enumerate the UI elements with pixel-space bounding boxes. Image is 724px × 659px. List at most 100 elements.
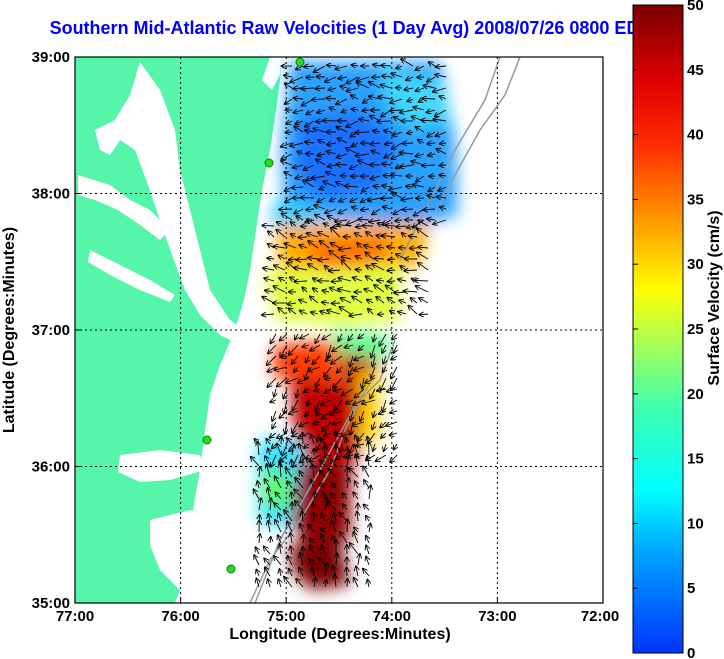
velocity-arrow — [281, 153, 293, 159]
velocity-arrow — [327, 310, 341, 315]
velocity-arrow — [408, 306, 418, 315]
rappahannock-river — [88, 250, 175, 302]
velocity-arrow — [434, 119, 447, 121]
velocity-arrow — [341, 257, 352, 259]
velocity-arrow — [366, 557, 369, 566]
map-title: Southern Mid-Atlantic Raw Velocities (1 … — [49, 18, 651, 38]
velocity-arrow — [321, 514, 325, 522]
colorbar-tick-label: 25 — [687, 321, 704, 338]
velocity-arrow — [428, 154, 436, 156]
velocity-arrow — [373, 65, 381, 67]
velocity-arrow — [391, 74, 403, 77]
velocity-arrow — [332, 484, 336, 489]
velocity-arrow — [415, 65, 425, 70]
y-tick-label: 37:00 — [32, 322, 70, 339]
velocity-arrow — [324, 433, 332, 436]
velocity-arrow — [337, 164, 348, 165]
velocity-arrow — [304, 66, 315, 67]
velocity-arrow — [254, 555, 260, 566]
velocity-arrow — [321, 534, 326, 544]
velocity-arrow — [355, 233, 363, 237]
velocity-arrow — [270, 432, 277, 438]
velocity-arrow — [287, 522, 293, 533]
velocity-arrow — [429, 62, 436, 66]
velocity-arrow — [292, 355, 299, 364]
velocity-arrow — [340, 532, 348, 544]
velocity-arrow — [409, 236, 418, 237]
velocity-arrow — [314, 578, 315, 588]
velocity-arrow — [354, 367, 365, 371]
velocity-arrow — [295, 333, 298, 340]
velocity-arrow — [415, 280, 429, 281]
velocity-arrow — [328, 344, 331, 358]
velocity-arrow — [396, 66, 403, 68]
velocity-arrow — [436, 149, 447, 155]
velocity-arrow — [274, 246, 286, 248]
velocity-arrow — [340, 443, 342, 453]
velocity-arrow — [358, 554, 360, 566]
x-tick-label: 75:00 — [267, 608, 305, 625]
velocity-arrow — [400, 165, 414, 167]
velocity-arrow — [333, 377, 343, 388]
velocity-arrow — [371, 366, 376, 378]
velocity-arrow — [330, 198, 337, 201]
velocity-arrow — [286, 121, 293, 124]
velocity-arrow — [320, 483, 326, 489]
velocity-arrow — [355, 481, 358, 489]
colorbar-tick-label: 20 — [687, 386, 704, 403]
velocity-arrow — [320, 471, 326, 478]
velocity-arrow — [282, 213, 293, 221]
colorbar-tick-label: 50 — [687, 0, 704, 14]
velocity-arrow — [347, 447, 348, 456]
velocity-arrow — [364, 505, 370, 511]
velocity-arrow — [275, 520, 282, 533]
velocity-arrow — [369, 82, 381, 89]
velocity-arrow — [321, 399, 332, 405]
velocity-arrow — [407, 132, 414, 133]
velocity-arrow — [326, 355, 332, 361]
velocity-arrow — [257, 481, 259, 489]
velocity-arrow — [274, 367, 288, 370]
velocity-arrow — [367, 456, 369, 467]
velocity-arrow — [256, 578, 259, 588]
velocity-arrow — [322, 545, 325, 555]
velocity-arrow — [391, 175, 403, 176]
velocity-arrow — [259, 515, 260, 522]
velocity-arrow — [307, 399, 309, 406]
velocity-arrow — [366, 536, 369, 544]
velocity-arrow — [351, 109, 359, 110]
velocity-arrow — [378, 223, 385, 226]
velocity-arrow — [358, 160, 370, 166]
velocity-arrow — [394, 344, 398, 353]
velocity-arrow — [390, 311, 396, 315]
velocity-arrow — [372, 421, 375, 429]
velocity-arrow — [347, 579, 348, 588]
velocity-arrow — [304, 444, 310, 448]
velocity-arrow — [329, 469, 337, 478]
colorbar-tick-label: 10 — [687, 515, 704, 532]
colorbar-tick-label: 40 — [687, 127, 704, 144]
velocity-arrow — [367, 300, 374, 303]
velocity-arrow — [282, 443, 288, 456]
velocity-arrow — [355, 436, 358, 445]
velocity-arrow — [317, 154, 326, 156]
velocity-arrow — [320, 438, 326, 445]
velocity-arrow — [335, 66, 348, 69]
velocity-arrow — [336, 98, 348, 104]
velocity-arrow — [418, 263, 429, 271]
velocity-arrow — [436, 66, 447, 67]
velocity-arrow — [366, 265, 374, 271]
velocity-arrow — [323, 455, 332, 457]
velocity-arrow — [355, 388, 365, 398]
x-tick-label: 77:00 — [56, 608, 94, 625]
velocity-arrow — [363, 569, 370, 577]
station-marker — [202, 435, 212, 445]
velocity-arrow — [302, 287, 307, 292]
velocity-arrow — [302, 345, 310, 347]
velocity-arrow — [265, 567, 271, 577]
velocity-arrow — [376, 454, 387, 461]
velocity-arrow — [338, 138, 348, 144]
velocity-arrow — [277, 222, 286, 227]
velocity-arrow — [310, 538, 314, 543]
velocity-arrow — [259, 467, 260, 478]
